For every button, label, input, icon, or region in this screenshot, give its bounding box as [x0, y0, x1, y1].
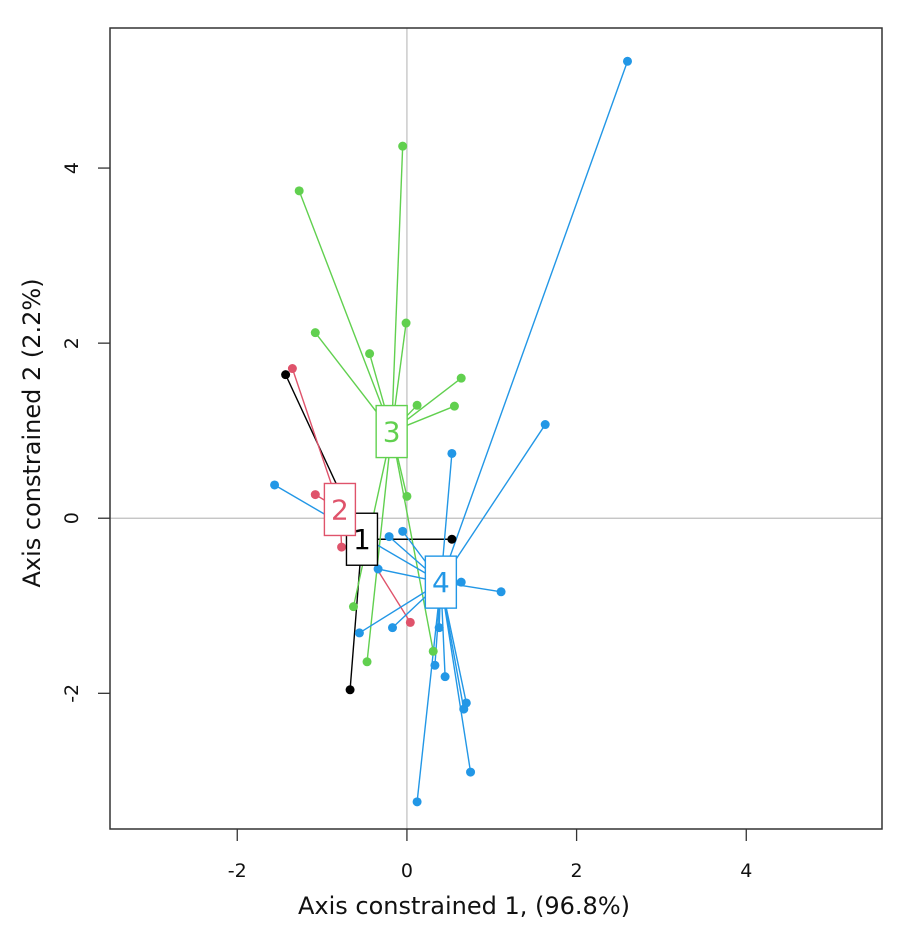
- point-group-3: [412, 400, 422, 410]
- point-group-4: [456, 577, 466, 587]
- point-group-3: [402, 491, 412, 501]
- point-group-4: [496, 587, 506, 597]
- point-group-4: [440, 672, 450, 682]
- point-group-3: [398, 141, 408, 151]
- point-group-3: [401, 318, 411, 328]
- point-group-1: [345, 685, 355, 695]
- y-tick-label: 0: [61, 512, 83, 524]
- spoke-group-3: [390, 146, 404, 432]
- x-axis: -2 0 2 4: [228, 829, 752, 882]
- y-tick-label: 4: [61, 162, 83, 174]
- centroid-label: 4: [432, 566, 450, 599]
- point-group-3: [362, 657, 372, 667]
- point-group-4: [373, 564, 383, 574]
- point-group-4: [398, 526, 408, 536]
- point-group-1: [281, 370, 291, 380]
- point-group-2: [405, 617, 415, 627]
- spoke-group-4: [440, 582, 472, 773]
- y-tick-label: -2: [61, 684, 83, 703]
- point-group-4: [384, 532, 394, 542]
- point-group-4: [459, 704, 469, 714]
- point-group-4: [430, 660, 440, 670]
- spoke-group-3: [390, 431, 434, 652]
- centroid-label-group-2: 2: [323, 482, 357, 537]
- x-axis-title: Axis constrained 1, (96.8%): [298, 892, 630, 920]
- point-group-3: [365, 349, 375, 359]
- centroid-label-group-1: 1: [345, 512, 379, 566]
- centroid-label-group-3: 3: [375, 404, 408, 459]
- spoke-group-4: [440, 424, 546, 583]
- group-centroid-labels: 12 3 4: [323, 404, 458, 609]
- point-group-4: [354, 628, 364, 638]
- spoke-group-3: [298, 190, 393, 432]
- point-group-4: [270, 480, 280, 490]
- x-tick-label: -2: [228, 860, 247, 882]
- plot-frame: [109, 27, 883, 830]
- point-group-2: [337, 542, 347, 552]
- point-group-3: [428, 646, 438, 656]
- y-axis-title: Axis constrained 2 (2.2%): [18, 278, 46, 587]
- point-group-4: [540, 420, 550, 430]
- centroid-box: [323, 482, 357, 537]
- point-group-4: [622, 56, 632, 66]
- point-group-3: [310, 328, 320, 338]
- y-axis: -2 0 2 4: [61, 162, 110, 703]
- point-group-4: [447, 448, 457, 458]
- centroid-label: 3: [383, 416, 401, 449]
- centroid-label: 1: [353, 523, 371, 556]
- point-group-2: [310, 490, 320, 500]
- spoke-group-4: [440, 61, 629, 583]
- centroid-label: 2: [331, 493, 349, 526]
- point-group-4: [388, 623, 398, 633]
- x-tick-label: 2: [571, 860, 583, 882]
- x-tick-label: 0: [401, 860, 413, 882]
- centroid-box: [375, 404, 408, 459]
- point-group-3: [348, 602, 358, 612]
- centroid-box: [424, 555, 458, 609]
- point-group-4: [412, 797, 422, 807]
- y-tick-label: 2: [61, 337, 83, 349]
- point-group-2: [287, 364, 297, 374]
- data-points: [270, 56, 632, 807]
- point-group-3: [456, 373, 466, 383]
- point-group-3: [294, 186, 304, 196]
- centroid-label-group-4: 4: [424, 555, 458, 609]
- x-tick-label: 4: [740, 860, 752, 882]
- point-group-3: [449, 401, 459, 411]
- spoke-group-4: [416, 582, 442, 802]
- spider-spokes: [274, 61, 629, 802]
- point-group-4: [466, 767, 476, 777]
- point-group-4: [434, 623, 444, 633]
- point-group-1: [447, 534, 457, 544]
